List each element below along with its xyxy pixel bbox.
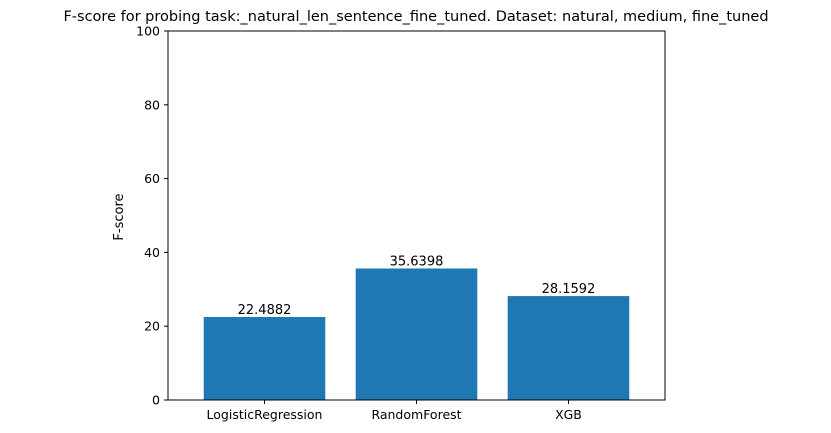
bar-logisticregression <box>203 317 326 400</box>
plot-frame <box>167 30 666 401</box>
bars-layer: 22.4882 35.6398 28.1592 <box>203 254 630 400</box>
y-tick-label: 40 <box>144 245 160 260</box>
y-tick-label: 80 <box>144 97 160 112</box>
bar-value-label: 35.6398 <box>390 254 444 269</box>
x-axis: LogisticRegression RandomForest XGB <box>207 400 582 422</box>
y-tick-label: 20 <box>144 319 160 334</box>
bar-value-label: 22.4882 <box>238 303 292 318</box>
x-tick-label: XGB <box>555 407 582 422</box>
x-tick-label: LogisticRegression <box>207 407 323 422</box>
y-tick-label: 100 <box>136 24 160 39</box>
chart-title: F-score for probing task:_natural_len_se… <box>63 9 768 25</box>
y-tick-label: 60 <box>144 171 160 186</box>
y-axis: 0 20 40 60 80 100 <box>136 24 168 408</box>
bar-xgb <box>507 296 630 400</box>
y-axis-label: F-score <box>112 193 127 240</box>
bar-value-label: 28.1592 <box>542 282 596 297</box>
x-tick-label: RandomForest <box>371 407 461 422</box>
bar-randomforest <box>355 268 478 400</box>
y-tick-label: 0 <box>152 393 160 408</box>
